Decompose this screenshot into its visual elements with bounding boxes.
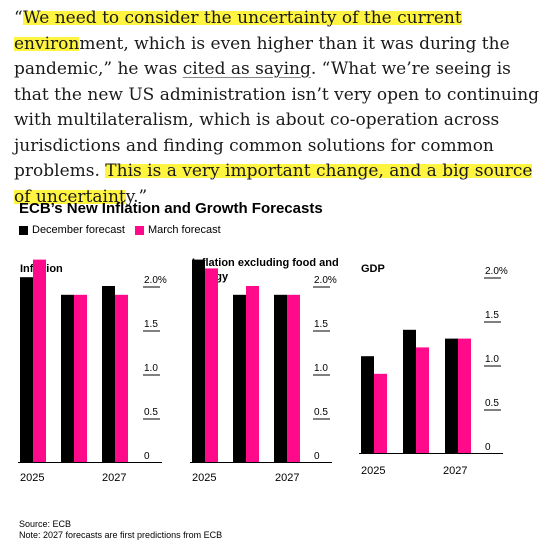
bar-march	[33, 259, 46, 462]
y-tick-label: 0.5	[144, 407, 158, 418]
legend-item-march: March forecast	[134, 224, 221, 236]
text-part-2: ment, which is even higher than it was d…	[14, 33, 510, 80]
article-paragraph: “We need to consider the uncertainty of …	[14, 6, 544, 210]
panel-title-line: energy	[192, 271, 229, 283]
chart-title: ECB’s New Inflation and Growth Forecasts	[19, 200, 323, 217]
y-tick-label: 0.5	[485, 398, 499, 409]
legend-swatch-december	[19, 225, 28, 235]
bar-march	[246, 286, 259, 462]
cited-link[interactable]: cited as saying	[182, 59, 311, 79]
bar-december	[274, 294, 287, 462]
bar-march	[416, 347, 429, 453]
x-tick-label: 2027	[275, 472, 299, 484]
bar-march	[205, 268, 218, 462]
y-tick-label: 0	[314, 451, 320, 462]
y-tick-label: 1.0	[485, 354, 499, 365]
bar-december	[403, 329, 416, 453]
bar-december	[445, 338, 458, 453]
bar-march	[374, 373, 387, 453]
x-tick-label: 2025	[192, 472, 216, 484]
chart-legend: December forecast March forecast	[19, 224, 221, 236]
x-tick-label: 2027	[102, 472, 126, 484]
y-tick-label: 0	[485, 442, 491, 453]
article-text: “We need to consider the uncertainty of …	[14, 6, 544, 210]
legend-swatch-march	[134, 225, 144, 235]
legend-label-december: December forecast	[32, 224, 125, 236]
bar-december	[61, 294, 74, 462]
legend-item-december: December forecast	[19, 224, 125, 236]
x-tick-label: 2025	[361, 465, 385, 477]
y-tick-label: 2.0%	[144, 275, 167, 286]
bar-march	[458, 338, 471, 453]
panel-title: GDP	[361, 263, 385, 275]
y-tick-label: 1.5	[144, 319, 158, 330]
text-part-3: . “What we’re seeing is that the new US …	[14, 59, 540, 181]
chart-note: Note: 2027 forecasts are first predictio…	[19, 530, 223, 540]
panel-title-line: Inflation excluding food and	[192, 257, 339, 269]
y-tick-label: 1.5	[314, 319, 328, 330]
text-part-4: y.”	[125, 186, 148, 207]
bar-march	[74, 294, 87, 462]
y-tick-label: 2.0%	[314, 275, 337, 286]
legend-label-march: March forecast	[147, 224, 221, 236]
bar-december	[20, 277, 33, 462]
y-tick-label: 0	[144, 451, 150, 462]
panel-title: Inflation	[20, 263, 63, 275]
y-tick-label: 1.0	[144, 363, 158, 374]
y-tick-label: 0.5	[314, 407, 328, 418]
bar-december	[102, 286, 115, 462]
bar-december	[361, 356, 374, 453]
chart-source: Source: ECB	[19, 519, 72, 529]
bar-march	[115, 294, 128, 462]
y-tick-label: 1.0	[314, 363, 328, 374]
x-tick-label: 2027	[443, 465, 467, 477]
y-tick-label: 2.0%	[485, 266, 508, 277]
text-quote-open: “	[14, 8, 24, 28]
x-tick-label: 2025	[20, 472, 44, 484]
bar-march	[287, 294, 300, 462]
y-tick-label: 1.5	[485, 310, 499, 321]
bar-december	[192, 259, 205, 462]
bar-december	[233, 294, 246, 462]
